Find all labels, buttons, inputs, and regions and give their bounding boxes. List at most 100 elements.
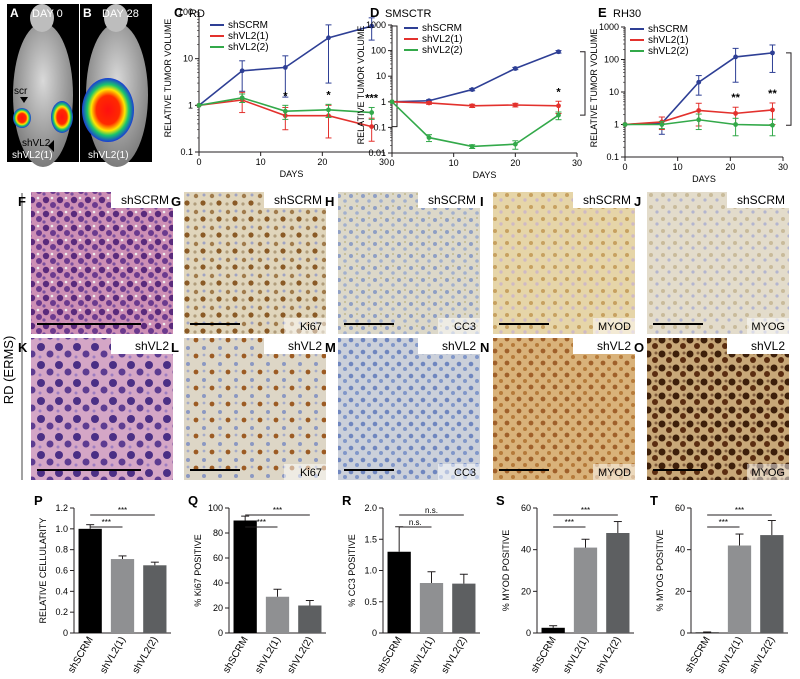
panel-letter: O: [634, 340, 644, 355]
day-label: DAY 0: [32, 8, 63, 20]
bar: [265, 596, 290, 633]
significance-label: ***: [735, 506, 744, 515]
significance-stars: *: [283, 90, 288, 102]
shvl2-label: shVL2: [22, 138, 51, 149]
x-tick-label: 20: [317, 157, 327, 167]
y-tick-label: 0.1: [180, 147, 193, 157]
data-point: [659, 122, 665, 127]
bar: [606, 533, 630, 633]
y-tick-label: 0.2: [55, 607, 68, 617]
y-axis-label: % CC3 POSITIVE: [347, 534, 357, 607]
y-tick-label: 20: [213, 603, 223, 613]
scr-label: scr: [14, 86, 28, 97]
bar-chart-t: T 0 20 40 60 % MYOG POSITIVE shSCRM shVL2(1) shV…: [650, 493, 788, 676]
panel-letter: Q: [188, 493, 198, 508]
y-tick-label: 0.8: [55, 545, 68, 555]
x-tick-label: 30: [379, 157, 389, 167]
y-tick-label: 20: [521, 586, 531, 596]
panel-letter: P: [34, 493, 43, 508]
condition-label: shSCRM: [583, 193, 631, 207]
label-background: [747, 464, 789, 480]
panel-a-bioluminescence: A DAY 0 scr shVL2 shVL2(1): [7, 4, 79, 167]
significance-label: n.s.: [409, 518, 422, 527]
series-line-1: [391, 101, 559, 107]
condition-label: shVL2: [751, 339, 785, 353]
micrograph-f: [31, 192, 173, 334]
micrograph-j: [647, 192, 789, 334]
data-point: [282, 64, 288, 70]
label-background: [593, 318, 635, 334]
y-tick-label: 100: [604, 55, 619, 65]
label-background: [264, 338, 326, 354]
x-tick-label: 0: [389, 158, 394, 168]
y-tick-label: 1.0: [55, 524, 68, 534]
stain-marker-label: MYOG: [751, 321, 785, 333]
y-tick-label: 1000: [366, 20, 386, 30]
y-axis-label: RELATIVE TUMOR VOLUME: [163, 19, 173, 138]
legend-entry: shVL2(2): [648, 46, 689, 57]
category-label: shVL2(1): [407, 635, 437, 676]
y-tick-label: 0.1: [606, 152, 619, 162]
chart-title: SMSCTR: [385, 8, 432, 20]
y-tick-label: 10: [609, 87, 619, 97]
tumor-signal-b: [82, 78, 134, 142]
micrograph-g: [184, 192, 326, 334]
bar: [573, 547, 598, 633]
y-tick-label: 40: [213, 578, 223, 588]
micrograph-n: [493, 338, 635, 480]
series-line-0: [391, 51, 559, 103]
data-point: [196, 102, 202, 108]
condition-label: shSCRM: [428, 193, 476, 207]
stain-marker-label: MYOG: [751, 467, 785, 479]
data-point: [369, 23, 375, 29]
significance-stars: *: [326, 89, 331, 101]
bar: [233, 520, 257, 633]
data-point: [696, 117, 702, 123]
condition-label: shVL2: [442, 339, 476, 353]
data-point: [556, 112, 561, 118]
bar-chart-p: P 0 0.2 0.4 0.6 0.8 1.0 1.2 RELATIVE CELLULARITY…: [34, 493, 171, 676]
mouse-head-a: [30, 4, 54, 32]
data-point: [369, 124, 375, 130]
micrograph-l: [184, 338, 326, 480]
y-tick-label: 0: [526, 628, 531, 638]
significance-label: ***: [565, 518, 574, 527]
x-tick-label: 10: [256, 157, 266, 167]
legend-entry: shVL2(2): [422, 45, 463, 56]
x-axis-label: DAYS: [692, 174, 716, 184]
category-label: shSCRM: [221, 635, 251, 675]
data-point: [239, 95, 245, 101]
label-background: [747, 318, 789, 334]
data-point: [512, 66, 518, 71]
label-background: [111, 338, 173, 354]
condition-label: shSCRM: [121, 193, 169, 207]
panel-letter: H: [325, 194, 334, 209]
data-point: [733, 54, 738, 60]
data-point: [770, 50, 775, 56]
y-tick-label: 60: [675, 503, 685, 513]
bar-chart-s: S 0 20 40 60 % MYOD POSITIVE shSCRM shVL2(1) shV…: [496, 493, 634, 676]
label-background: [593, 464, 635, 480]
condition-label: shVL2: [135, 339, 169, 353]
label-background: [111, 192, 173, 208]
label-background: [284, 318, 326, 334]
category-label: shVL2(1): [253, 635, 283, 676]
y-tick-label: 40: [675, 545, 685, 555]
y-tick-label: 0.6: [55, 566, 68, 576]
mouse-head-b: [104, 4, 128, 32]
data-point: [770, 107, 775, 113]
data-point: [622, 122, 628, 127]
y-tick-label: 1.5: [364, 534, 377, 544]
series-line-2: [391, 101, 559, 148]
bar: [387, 551, 411, 633]
tumor-signal-left-a: [13, 108, 31, 128]
y-tick-label: 0: [372, 628, 377, 638]
significance-label: ***: [273, 506, 282, 515]
data-point: [469, 87, 475, 92]
stain-marker-label: MYOD: [598, 467, 631, 479]
condition-label: shSCRM: [274, 193, 322, 207]
data-point: [369, 110, 375, 115]
panel-letter: E: [598, 5, 607, 20]
